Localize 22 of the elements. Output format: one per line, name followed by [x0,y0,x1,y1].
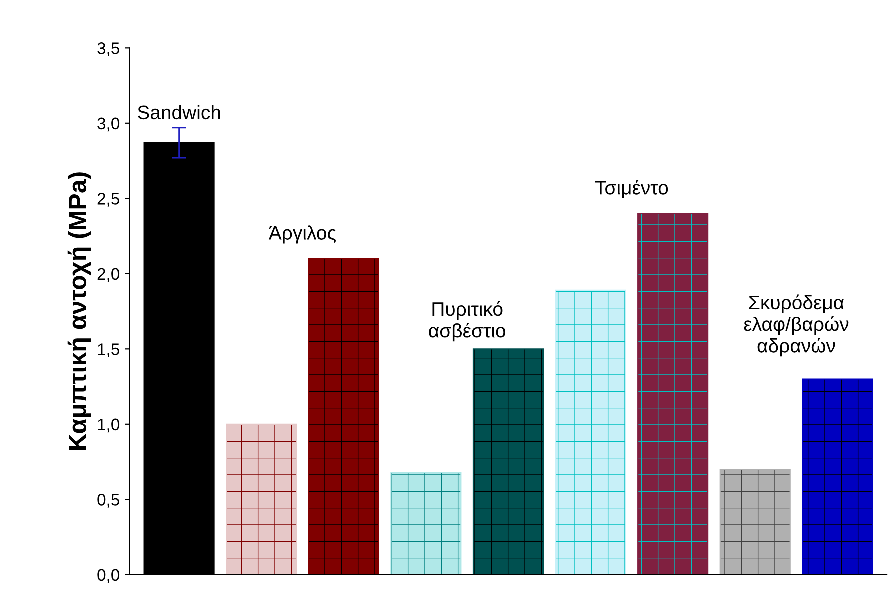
bar [720,469,791,575]
annotation: Τσιμέντο [595,180,668,198]
y-tick-label: 0,0 [98,569,120,584]
bar [390,472,462,575]
bar [226,424,298,575]
annotation: Σκυρόδεμα ελαφ/βαρών αδρανών [744,294,849,357]
y-tick-label: 2,5 [98,193,120,207]
y-tick-label: 1,5 [98,344,120,358]
bar [308,258,380,575]
y-tick-label: 3,5 [98,42,120,56]
annotation: Άργιλος [268,226,336,244]
y-tick-label: 1,0 [98,418,120,433]
annotation: Πυριτικό ασβέστιο [429,301,506,342]
y-tick-label: 2,0 [98,268,120,282]
bar [802,378,874,575]
y-axis-title: Καμπτική αντοχή (MPa) [68,172,92,450]
bar [638,213,709,575]
bar [472,348,544,575]
annotation: Sandwich [138,105,220,120]
bar [555,290,626,575]
y-tick-label: 3,0 [98,118,120,132]
y-tick-label: 0,5 [98,494,120,508]
